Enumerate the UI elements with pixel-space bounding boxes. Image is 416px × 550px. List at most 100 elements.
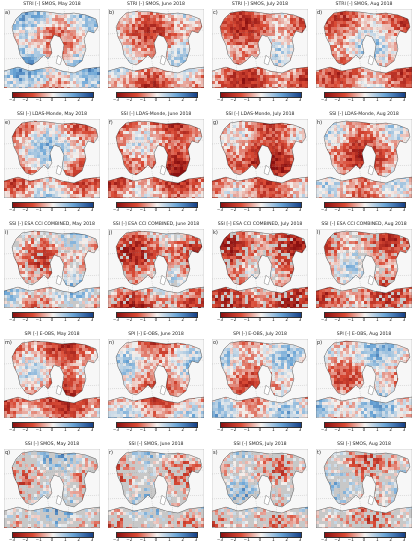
panel-title: SSI [-] LDAS-Monde, Aug 2018 <box>329 112 399 117</box>
panel-letter: k) <box>213 230 218 236</box>
colorbar-tick-label: 2 <box>77 537 80 542</box>
colorbar-tick-label: 2 <box>389 537 392 542</box>
colorbar-tick-label: −1 <box>243 207 250 212</box>
colorbar-tick-label: −3 <box>8 97 16 102</box>
colorbar-tick-label: 0 <box>362 317 366 322</box>
colorbar-tick-label: 1 <box>271 537 275 542</box>
colorbar-tick-label: 3 <box>402 317 406 322</box>
colorbar-ticks: −3 −2 −1 0 1 2 3 <box>321 207 405 213</box>
colorbar-tick-label: 1 <box>63 97 67 102</box>
colorbar-tick-label: 3 <box>90 317 94 322</box>
map-panel: STRI [-] SMOS, Aug 2018 d) −3 −2 −1 0 1 2 3 <box>314 1 414 109</box>
colorbar-ticks: −3 −2 −1 0 1 2 3 <box>8 427 94 433</box>
colorbar-tick-label: −3 <box>8 427 16 432</box>
panel-letter: r) <box>109 450 114 456</box>
colorbar-tick-label: 1 <box>271 317 275 322</box>
map-panel: SSI [-] ESA CCI COMBINED, Aug 2018 l) −3 −2… <box>314 221 414 329</box>
map-image <box>212 119 308 198</box>
colorbar-tick-label: 1 <box>63 427 67 432</box>
map-image <box>316 229 412 308</box>
colorbar-tick-label: 2 <box>77 207 80 212</box>
colorbar-tick-label: 0 <box>362 537 366 542</box>
panel-title: STRI [-] SMOS, June 2018 <box>127 2 185 7</box>
map-panel: SSI [-] SMOS, July 2018 s) −3 −2 −1 0 1 2 3 <box>210 441 310 549</box>
colorbar-tick-label: 3 <box>90 427 94 432</box>
colorbar-tick-label: −2 <box>126 427 133 432</box>
colorbar-tick-label: 2 <box>181 537 184 542</box>
colorbar-tick-label: 3 <box>402 537 406 542</box>
colorbar-tick-label: 2 <box>389 317 392 322</box>
map-panel: SSI [-] SMOS, June 2018 r) −3 −2 −1 0 1 2 3 <box>106 441 206 549</box>
map-panel: STRI [-] SMOS, July 2018 c) −3 −2 −1 0 1 2 3 <box>210 1 310 109</box>
panel-letter: b) <box>109 10 115 16</box>
colorbar-tick-label: −1 <box>139 97 146 102</box>
map-panel: SSI [-] LDAS-Monde, June 2018 f) −3 −2 −1 0 1 2… <box>106 111 206 219</box>
colorbar-tick-label: −3 <box>8 537 16 542</box>
map-image <box>108 339 204 418</box>
panel-letter: f) <box>109 120 113 126</box>
colorbar-tick-label: −3 <box>320 97 328 102</box>
colorbar-tick-label: 0 <box>154 537 158 542</box>
colorbar-tick-label: −1 <box>35 317 42 322</box>
panel-title: SPI [-] E-OBS, May 2018 <box>24 332 80 337</box>
colorbar-tick-label: −1 <box>243 427 250 432</box>
colorbar-tick-label: −3 <box>8 317 16 322</box>
colorbar-tick-label: −2 <box>334 427 341 432</box>
colorbar-tick-label: 0 <box>362 97 366 102</box>
colorbar-tick-label: 0 <box>50 427 54 432</box>
colorbar-tick-label: 3 <box>90 207 94 212</box>
panel-title: SPI [-] E-OBS, July 2018 <box>233 332 287 337</box>
colorbar <box>12 312 94 318</box>
map-image <box>316 119 412 198</box>
colorbar-tick-label: 2 <box>389 207 392 212</box>
map-panel: STRI [-] SMOS, June 2018 b) −3 −2 −1 0 1 2 3 <box>106 1 206 109</box>
map-image <box>212 449 308 528</box>
colorbar-ticks: −3 −2 −1 0 1 2 3 <box>113 207 197 213</box>
colorbar-tick-label: 1 <box>271 427 275 432</box>
map-image <box>212 229 308 308</box>
colorbar <box>220 202 302 208</box>
map-image <box>4 119 100 198</box>
colorbar-tick-label: −2 <box>126 97 133 102</box>
colorbar-tick-label: −3 <box>8 207 16 212</box>
colorbar-tick-label: −3 <box>216 317 224 322</box>
colorbar-tick-label: −3 <box>320 317 328 322</box>
colorbar-tick-label: 0 <box>258 207 262 212</box>
map-panel: SSI [-] ESA CCI COMBINED, May 2018 i) −3 −2… <box>2 221 102 329</box>
map-panel: SSI [-] SMOS, Aug 2018 t) −3 −2 −1 0 1 2 3 <box>314 441 414 549</box>
colorbar-ticks: −3 −2 −1 0 1 2 3 <box>113 537 197 543</box>
colorbar-tick-label: 0 <box>154 317 158 322</box>
colorbar-tick-label: 0 <box>258 97 262 102</box>
colorbar-tick-label: 0 <box>154 97 158 102</box>
colorbar-tick-label: 2 <box>77 97 80 102</box>
panel-title: SSI [-] ESA CCI COMBINED, July 2018 <box>217 222 303 227</box>
colorbar-tick-label: −1 <box>347 427 354 432</box>
colorbar-tick-label: 2 <box>285 207 288 212</box>
colorbar-tick-label: −2 <box>230 97 237 102</box>
colorbar <box>324 312 406 318</box>
colorbar <box>220 422 302 428</box>
colorbar <box>324 422 406 428</box>
colorbar-tick-label: 3 <box>298 537 302 542</box>
colorbar-ticks: −3 −2 −1 0 1 2 3 <box>112 97 197 103</box>
colorbar-tick-label: 1 <box>271 97 275 102</box>
map-image <box>108 229 204 308</box>
colorbar-tick-label: −1 <box>35 427 42 432</box>
colorbar-ticks: −3 −2 −1 0 1 2 3 <box>216 317 301 323</box>
colorbar-tick-label: −3 <box>320 427 328 432</box>
colorbar <box>12 422 94 428</box>
map-panel: SPI [-] E-OBS, Aug 2018 p) −3 −2 −1 0 1 2 3 <box>314 331 414 439</box>
colorbar-tick-label: 0 <box>258 537 262 542</box>
colorbar-tick-label: 0 <box>50 537 54 542</box>
map-panel: STRI [-] SMOS, May 2018 a) −3 −2 −1 0 1 2 3 <box>2 1 102 109</box>
panel-title: STRI [-] SMOS, May 2018 <box>23 2 81 7</box>
panel-letter: g) <box>213 120 219 126</box>
map-image <box>4 9 100 88</box>
colorbar-ticks: −3 −2 −1 0 1 2 3 <box>8 537 93 543</box>
colorbar-tick-label: −2 <box>22 537 29 542</box>
colorbar-ticks: −3 −2 −1 0 1 2 3 <box>217 207 301 213</box>
map-image <box>4 339 100 418</box>
colorbar-tick-label: −3 <box>112 97 120 102</box>
map-image <box>108 119 204 198</box>
